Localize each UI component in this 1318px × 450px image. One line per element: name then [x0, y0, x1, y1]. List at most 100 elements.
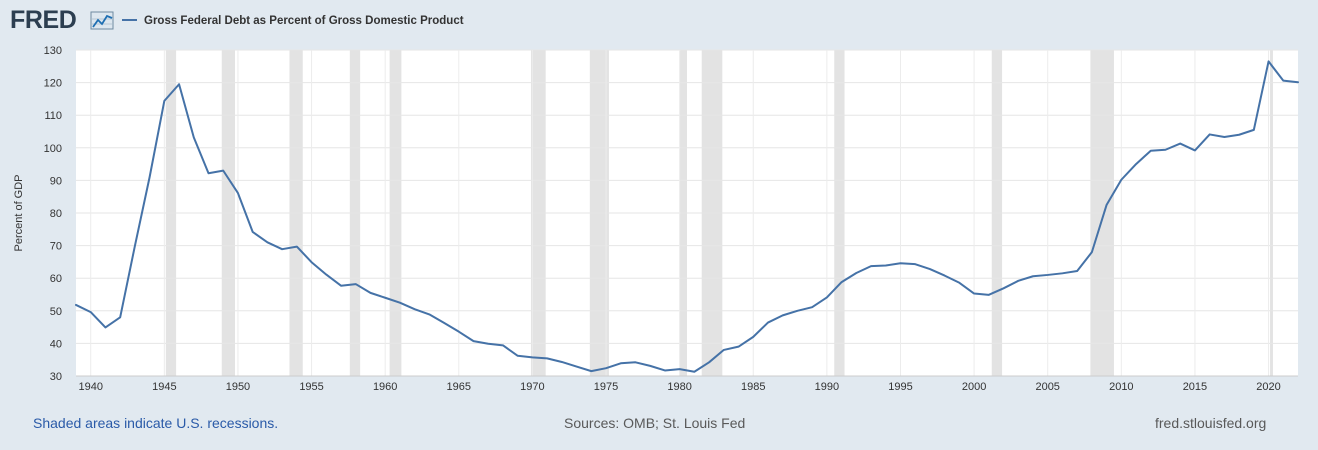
- data-point-1940[interactable]: [88, 310, 93, 315]
- data-point-1957[interactable]: [339, 283, 344, 288]
- data-point-1967[interactable]: [486, 341, 491, 346]
- site-url-link[interactable]: fred.stlouisfed.org: [1155, 415, 1267, 431]
- fred-logo[interactable]: FRED: [10, 6, 114, 34]
- data-point-2012[interactable]: [1148, 148, 1153, 153]
- data-point-1953[interactable]: [280, 247, 285, 252]
- data-point-1946[interactable]: [177, 82, 182, 87]
- data-point-2011[interactable]: [1134, 162, 1139, 167]
- data-point-1947[interactable]: [191, 135, 196, 140]
- data-point-2005[interactable]: [1045, 272, 1050, 277]
- data-point-1992[interactable]: [854, 270, 859, 275]
- data-point-1962[interactable]: [412, 307, 417, 312]
- data-point-2015[interactable]: [1192, 148, 1197, 153]
- data-point-1977[interactable]: [633, 360, 638, 365]
- y-tick-label-110: 110: [44, 110, 62, 122]
- data-point-2018[interactable]: [1237, 132, 1242, 137]
- data-point-1965[interactable]: [456, 329, 461, 334]
- data-point-2009[interactable]: [1104, 202, 1109, 207]
- data-point-1948[interactable]: [206, 171, 211, 176]
- data-point-2007[interactable]: [1075, 269, 1080, 274]
- data-point-1979[interactable]: [662, 368, 667, 373]
- data-point-1985[interactable]: [751, 334, 756, 339]
- data-point-1960[interactable]: [383, 295, 388, 300]
- data-point-1976[interactable]: [618, 361, 623, 366]
- y-axis-label: Percent of GDP: [13, 174, 25, 251]
- data-point-2002[interactable]: [1001, 286, 1006, 291]
- series-layer: [74, 59, 1301, 374]
- x-tick-label-1940: 1940: [78, 381, 102, 393]
- data-point-2000[interactable]: [972, 291, 977, 296]
- data-point-1974[interactable]: [589, 369, 594, 374]
- recession-note-link[interactable]: Shaded areas indicate U.S. recessions.: [33, 415, 279, 431]
- data-point-1959[interactable]: [368, 290, 373, 295]
- x-tick-label-1945: 1945: [152, 381, 176, 393]
- data-point-1943[interactable]: [132, 243, 137, 248]
- data-point-1989[interactable]: [810, 305, 815, 310]
- data-point-1970[interactable]: [530, 355, 535, 360]
- data-point-1998[interactable]: [942, 273, 947, 278]
- y-tick-label-100: 100: [44, 143, 62, 155]
- data-point-1954[interactable]: [294, 244, 299, 249]
- data-point-1964[interactable]: [442, 320, 447, 325]
- data-point-1942[interactable]: [118, 315, 123, 320]
- data-point-1945[interactable]: [162, 98, 167, 103]
- data-point-1944[interactable]: [147, 175, 152, 180]
- data-point-1949[interactable]: [221, 168, 226, 173]
- data-point-2001[interactable]: [986, 292, 991, 297]
- y-tick-label-50: 50: [50, 306, 62, 318]
- series-line-0: [75, 60, 1299, 373]
- data-point-1941[interactable]: [103, 325, 108, 330]
- data-point-1971[interactable]: [545, 356, 550, 361]
- data-point-1999[interactable]: [957, 280, 962, 285]
- y-tick-label-60: 60: [50, 273, 62, 285]
- data-point-1972[interactable]: [559, 359, 564, 364]
- data-point-1950[interactable]: [235, 191, 240, 196]
- data-point-2008[interactable]: [1089, 250, 1094, 255]
- data-point-2021[interactable]: [1281, 78, 1286, 83]
- data-point-2004[interactable]: [1030, 274, 1035, 279]
- data-point-1980[interactable]: [677, 367, 682, 372]
- data-point-2013[interactable]: [1163, 147, 1168, 152]
- data-point-1996[interactable]: [913, 262, 918, 267]
- data-point-2014[interactable]: [1178, 141, 1183, 146]
- data-point-1982[interactable]: [707, 360, 712, 365]
- data-point-1955[interactable]: [309, 260, 314, 265]
- data-point-1984[interactable]: [736, 344, 741, 349]
- x-tick-label-2020: 2020: [1256, 381, 1280, 393]
- data-point-1990[interactable]: [824, 295, 829, 300]
- y-tick-label-70: 70: [50, 241, 62, 253]
- data-point-1973[interactable]: [574, 364, 579, 369]
- data-point-1961[interactable]: [397, 300, 402, 305]
- data-point-1978[interactable]: [648, 363, 653, 368]
- data-point-1988[interactable]: [795, 308, 800, 313]
- data-point-1968[interactable]: [500, 343, 505, 348]
- data-point-1994[interactable]: [883, 263, 888, 268]
- data-point-2006[interactable]: [1060, 271, 1065, 276]
- data-point-2016[interactable]: [1207, 132, 1212, 137]
- data-point-1993[interactable]: [869, 264, 874, 269]
- data-point-1939[interactable]: [74, 302, 79, 307]
- data-point-1951[interactable]: [250, 229, 255, 234]
- data-point-2017[interactable]: [1222, 135, 1227, 140]
- data-point-1969[interactable]: [515, 353, 520, 358]
- data-point-1958[interactable]: [353, 282, 358, 287]
- data-point-1997[interactable]: [927, 267, 932, 272]
- data-point-1966[interactable]: [471, 339, 476, 344]
- y-tick-label-90: 90: [50, 175, 62, 187]
- data-point-1963[interactable]: [427, 312, 432, 317]
- data-point-1975[interactable]: [604, 366, 609, 371]
- data-point-1956[interactable]: [324, 272, 329, 277]
- data-point-2019[interactable]: [1251, 127, 1256, 132]
- data-point-1983[interactable]: [721, 347, 726, 352]
- data-point-2020[interactable]: [1266, 59, 1271, 64]
- data-point-1981[interactable]: [692, 369, 697, 374]
- data-point-1987[interactable]: [780, 313, 785, 318]
- data-point-1995[interactable]: [898, 261, 903, 266]
- x-axis: 1940 1945 1950 1955 1960 1965 1970 1975 1980 1985…: [76, 375, 1298, 393]
- data-point-1986[interactable]: [765, 320, 770, 325]
- data-point-1952[interactable]: [265, 240, 270, 245]
- data-point-2003[interactable]: [1016, 278, 1021, 283]
- data-point-2022[interactable]: [1296, 80, 1301, 85]
- data-point-2010[interactable]: [1119, 177, 1124, 182]
- data-point-1991[interactable]: [839, 280, 844, 285]
